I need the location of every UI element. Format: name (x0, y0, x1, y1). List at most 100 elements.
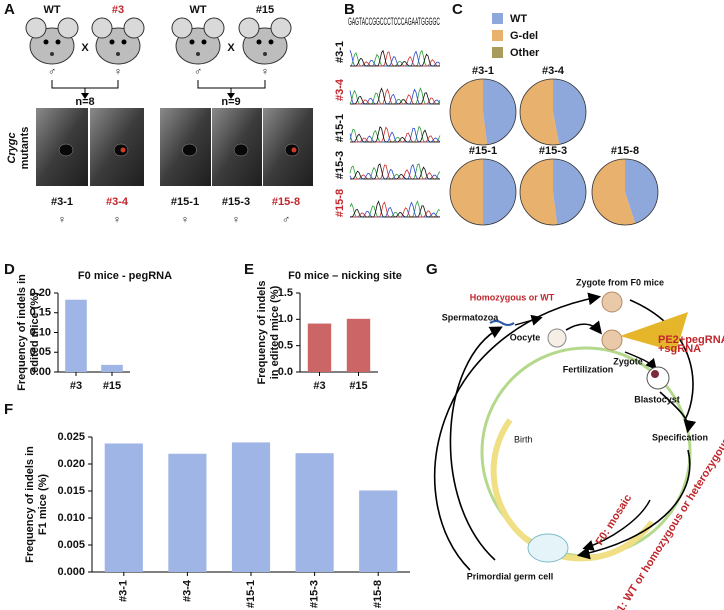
trace (349, 49, 441, 67)
zygote-icon (601, 329, 623, 351)
y-tick-label: 0.05 (30, 346, 51, 358)
legend-swatch (492, 30, 503, 41)
bar (307, 323, 332, 372)
mouse-nose (263, 52, 267, 56)
trace (349, 200, 441, 218)
parent-label: WT (189, 4, 206, 16)
cycle-label: Blastocyst (634, 394, 680, 404)
cataract (291, 147, 297, 153)
y-tick-label: 1.0 (278, 313, 293, 325)
x-tick-label: #15-1 (245, 580, 257, 608)
chart-title: F0 mice - pegRNA (78, 270, 172, 282)
x-tick-label: #3 (70, 380, 82, 392)
photo-eye (58, 143, 74, 157)
blastocyst-mass (651, 370, 659, 378)
litter-size: n=9 (221, 96, 240, 108)
mouse-eye (268, 39, 274, 45)
cycle-label: Zygote from F0 mice (576, 277, 664, 287)
y-tick-label: 0.005 (57, 539, 85, 551)
cycle-arrow (659, 391, 697, 434)
mouse-ear (270, 17, 292, 39)
trace (350, 163, 440, 180)
legend-swatch (492, 47, 503, 58)
cross-bracket (51, 80, 119, 94)
mouse-ear (57, 17, 79, 39)
y-tick-label: 0.010 (57, 512, 85, 524)
sex-symbol: ♀ (181, 214, 189, 226)
cycle-arrow (565, 320, 603, 335)
mouse-eye (55, 39, 61, 45)
pie-slice (450, 159, 483, 225)
pie-outline (449, 78, 517, 146)
pie-outline (519, 78, 587, 146)
parent-label: WT (43, 4, 60, 16)
row-label: mutants (19, 127, 31, 170)
photo-eye (182, 143, 197, 157)
bar (346, 318, 371, 372)
parent-label: #15 (256, 4, 274, 16)
mouse-nose (196, 52, 200, 56)
trace (350, 88, 440, 105)
panel-label: D (4, 261, 15, 278)
pie-outline (591, 158, 659, 226)
row-label: #3-4 (334, 78, 346, 101)
y-tick-label: 0.10 (30, 326, 51, 338)
cycle-arrow (514, 314, 543, 326)
bar (359, 490, 398, 572)
x-tick-label: #3 (313, 380, 325, 392)
pie-outline (519, 158, 587, 226)
bar (101, 364, 123, 372)
cycle-label: Fertilization (563, 364, 614, 374)
bar (168, 453, 207, 572)
panel-label: C (452, 1, 463, 18)
cycle-label: Oocyte (510, 332, 541, 342)
mouse-ear (123, 17, 145, 39)
mouse-nose (116, 52, 120, 56)
offspring-id: #15-1 (171, 196, 199, 208)
sex-symbol: ♂ (282, 214, 290, 226)
y-axis-label: edited mice (%) (29, 292, 41, 373)
pie-slice (553, 79, 586, 145)
mouse-eye (189, 39, 195, 45)
sex-symbol: ♀ (113, 214, 121, 226)
litter-size: n=8 (75, 96, 94, 108)
trace (350, 126, 440, 143)
y-tick-label: 1.5 (278, 287, 293, 299)
row-label: #15-8 (334, 189, 346, 217)
mouse-eye (256, 39, 262, 45)
y-axis-label: Frequency of indels in (16, 274, 28, 391)
x-tick-label: #3-4 (181, 579, 193, 602)
pipette-icon (620, 312, 688, 352)
pie-slice (483, 79, 517, 145)
legend-label: WT (510, 13, 527, 25)
trace (350, 200, 441, 218)
pie-label: #15-3 (539, 145, 567, 157)
row-label: #15-1 (334, 114, 346, 142)
x-tick-label: #15-3 (309, 580, 321, 608)
x-tick-label: #15 (103, 380, 121, 392)
mouse-ear (171, 17, 193, 39)
mouse-eye (201, 39, 207, 45)
cycle-label: Homozygous or WT (470, 292, 555, 302)
pie-slice (625, 159, 659, 224)
sperm-icon (489, 320, 515, 326)
panel-label: F (4, 401, 13, 418)
y-axis-label: Frequency of indels (256, 281, 268, 385)
y-tick-label: 0.15 (30, 307, 51, 319)
panel-label: B (344, 1, 355, 18)
y-tick-label: 0.5 (278, 340, 293, 352)
legend-label: G-del (510, 30, 538, 42)
trace (350, 49, 440, 67)
cataract (120, 147, 126, 153)
cycle-label: Zygote (613, 356, 643, 366)
pie-label: #15-1 (469, 145, 497, 157)
offspring-id: #15-3 (222, 196, 250, 208)
cycle-label: Spermatozoa (442, 312, 500, 322)
cycle-label: Specification (652, 432, 708, 442)
legend-label: Other (510, 47, 540, 59)
y-tick-label: 0.0 (278, 366, 293, 378)
gene-label: Crygc (6, 132, 18, 163)
trace (350, 87, 440, 105)
blastocyst-icon (646, 366, 670, 390)
sex-symbol: ♀ (261, 66, 269, 78)
